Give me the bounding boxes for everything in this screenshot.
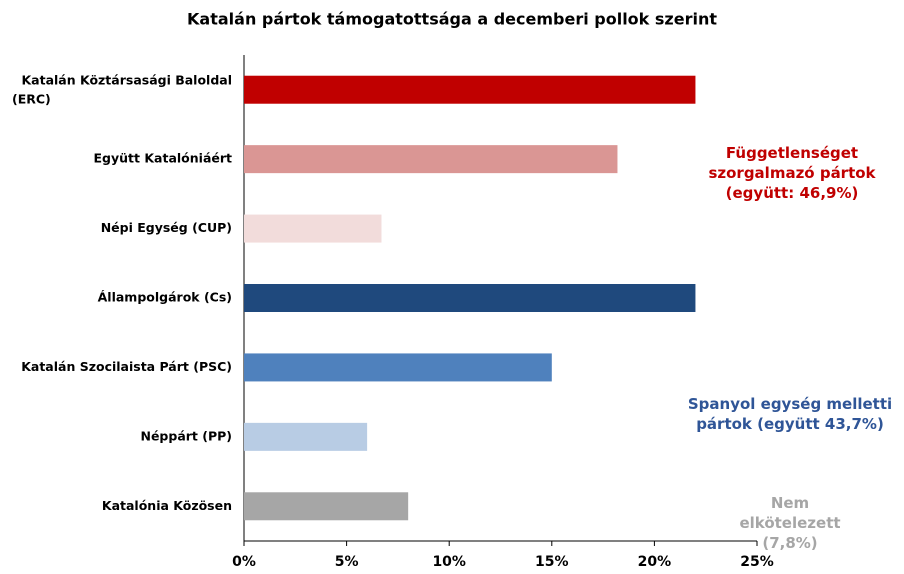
bar — [244, 353, 552, 382]
bar — [244, 422, 368, 451]
y-tick-label: Állampolgárok (Cs) — [98, 290, 232, 305]
bar — [244, 214, 382, 243]
y-tick-label: Katalónia Közösen — [102, 498, 232, 513]
x-tick-label: 20% — [638, 554, 672, 570]
x-tick-label: 25% — [740, 554, 774, 570]
x-tick-label: 15% — [535, 554, 569, 570]
annotation: Spanyol egység melletti pártok (együtt 4… — [687, 395, 893, 433]
x-tick-label: 10% — [432, 554, 466, 570]
y-tick-label: Katalán Köztársasági Baloldal (ERC) — [12, 72, 232, 106]
bar — [244, 145, 618, 174]
y-tick-label: Népi Egység (CUP) — [101, 220, 232, 235]
x-tick-label: 0% — [232, 554, 256, 570]
bar — [244, 284, 696, 312]
annotation: Függetlenséget szorgalmazó pártok (együt… — [708, 144, 876, 202]
bar — [244, 492, 409, 521]
y-tick-label: Néppárt (PP) — [140, 428, 232, 443]
y-tick-label: Katalán Szocilaista Párt (PSC) — [21, 359, 232, 374]
x-tick-label: 5% — [335, 554, 359, 570]
y-tick-label: Együtt Katalóniáért — [94, 151, 233, 166]
annotation: Nem elkötelezett (7,8%) — [739, 494, 841, 552]
chart-title: Katalán pártok támogatottsága a december… — [187, 10, 717, 29]
bar — [244, 75, 696, 104]
